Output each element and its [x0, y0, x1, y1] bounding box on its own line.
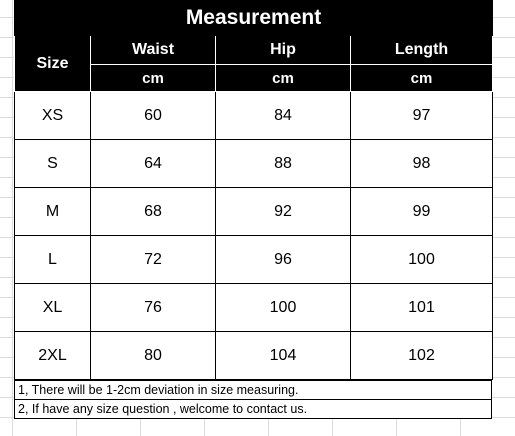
hip-cell: 84	[215, 91, 351, 140]
length-cell: 97	[349, 91, 494, 140]
waist-cell: 68	[90, 187, 216, 236]
length-cell: 101	[349, 283, 494, 332]
length-cell: 98	[349, 139, 494, 188]
size-cell: XS	[14, 91, 91, 140]
hip-cell: 104	[215, 331, 351, 380]
table-row: S 64 88 98	[14, 139, 494, 188]
hip-cell: 96	[215, 235, 351, 284]
size-cell: M	[14, 187, 91, 236]
size-cell: S	[14, 139, 91, 188]
waist-cell: 76	[90, 283, 216, 332]
waist-cell: 60	[90, 91, 216, 140]
waist-cell: 80	[90, 331, 216, 380]
table-row: XL 76 100 101	[14, 283, 494, 332]
column-header-waist: Waist	[90, 35, 216, 65]
hip-cell: 100	[215, 283, 351, 332]
note-contact: 2, If have any size question , welcome t…	[14, 399, 492, 419]
measurement-table: Measurement Size Waist Hip Length cm cm …	[13, 0, 494, 380]
length-cell: 100	[349, 235, 494, 284]
table-title: Measurement	[13, 0, 494, 36]
table-row: L 72 96 100	[14, 235, 494, 284]
column-header-hip: Hip	[215, 35, 351, 65]
table-row: M 68 92 99	[14, 187, 494, 236]
unit-label-hip: cm	[215, 64, 351, 92]
size-cell: XL	[14, 283, 91, 332]
hip-cell: 92	[215, 187, 351, 236]
table-row: 2XL 80 104 102	[14, 331, 494, 380]
size-cell: 2XL	[14, 331, 91, 380]
table-row: XS 60 84 97	[14, 91, 494, 140]
size-chart: Measurement Size Waist Hip Length cm cm …	[13, 0, 494, 419]
column-header-length: Length	[349, 35, 494, 65]
length-cell: 102	[349, 331, 494, 380]
size-cell: L	[14, 235, 91, 284]
waist-cell: 72	[90, 235, 216, 284]
waist-cell: 64	[90, 139, 216, 188]
note-deviation: 1, There will be 1-2cm deviation in size…	[14, 380, 492, 400]
unit-label-length: cm	[349, 64, 494, 92]
notes-table: 1, There will be 1-2cm deviation in size…	[14, 380, 492, 419]
hip-cell: 88	[215, 139, 351, 188]
size-column-header: Size	[14, 35, 91, 92]
unit-label-waist: cm	[90, 64, 216, 92]
length-cell: 99	[349, 187, 494, 236]
